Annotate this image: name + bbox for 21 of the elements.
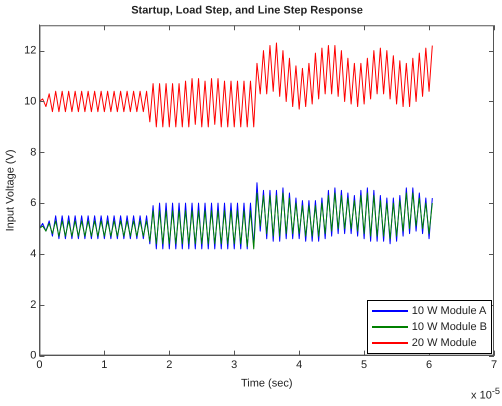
- x-tick-label: 3: [231, 359, 238, 372]
- y-axis-title: Input Voltage (V): [4, 149, 17, 232]
- text: x 10$^{-5}$: [471, 386, 500, 402]
- x-tick-label: 2: [166, 359, 172, 372]
- y-tick-label: 8: [30, 146, 36, 158]
- y-tick-label: 6: [30, 197, 36, 210]
- y-tick-label: 0: [30, 350, 36, 362]
- y-tick-label: 4: [30, 248, 36, 260]
- chart-title: Startup, Load Step, and Line Step Response: [131, 4, 363, 17]
- x-tick-label: 1: [101, 359, 108, 372]
- legend-label: 10 W Module A: [412, 304, 486, 317]
- y-tick-label: 12: [24, 44, 36, 57]
- x-tick-label: 4: [296, 359, 302, 372]
- legend-label: 20 W Module: [412, 336, 477, 349]
- legend-label: 10 W Module B: [412, 320, 487, 333]
- x-tick-label: 5: [361, 359, 368, 372]
- x-tick-label: 7: [490, 359, 498, 372]
- y-tick-label: 2: [30, 298, 36, 311]
- y-tick-label: 10: [24, 95, 36, 108]
- x-axis-title: Time (sec): [240, 377, 292, 390]
- x-tick-label: 6: [426, 359, 432, 372]
